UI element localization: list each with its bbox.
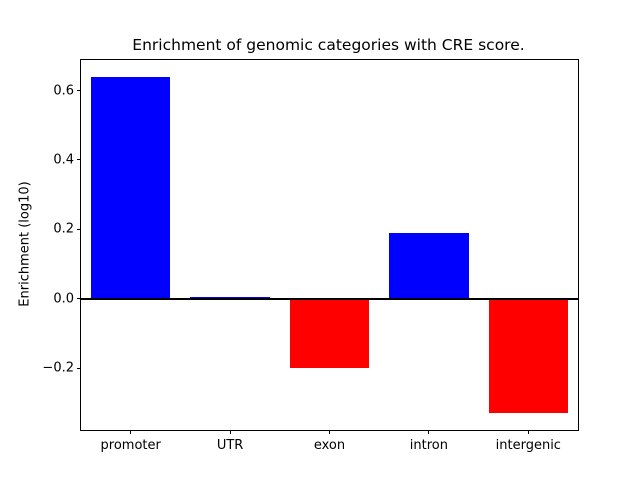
y-tick-label: −0.2 — [42, 360, 74, 376]
y-tick-mark — [77, 90, 81, 92]
y-tick-mark — [77, 367, 81, 369]
x-tick-label: intron — [409, 438, 448, 453]
y-tick-label: 0.0 — [53, 291, 74, 307]
x-tick-mark — [428, 430, 430, 434]
x-tick-mark — [329, 430, 330, 434]
bar-exon — [289, 298, 370, 369]
bar-intergenic — [488, 298, 569, 414]
chart-title: Enrichment of genomic categories with CR… — [132, 36, 525, 54]
x-tick-label: UTR — [216, 438, 244, 453]
y-tick-mark — [77, 298, 81, 300]
x-tick-mark — [130, 430, 132, 434]
y-tick-label: 0.6 — [53, 83, 74, 99]
y-tick-mark — [77, 228, 81, 230]
bar-intron — [389, 232, 469, 299]
zero-line — [81, 297, 578, 300]
y-axis-label: Enrichment (log10) — [17, 181, 33, 307]
x-tick-label: promoter — [100, 438, 161, 453]
x-tick-label: intergenic — [495, 438, 561, 453]
x-tick-label: exon — [313, 438, 346, 453]
y-tick-mark — [77, 159, 81, 161]
y-tick-label: 0.2 — [53, 221, 74, 237]
y-tick-label: 0.4 — [53, 152, 74, 168]
bar-promoter — [90, 76, 171, 299]
x-tick-mark — [229, 430, 231, 434]
plot-area: −0.2 0.0 0.2 0.4 0.6 promoter UTR exon intron int… — [42, 59, 579, 453]
x-tick-mark — [527, 430, 529, 434]
